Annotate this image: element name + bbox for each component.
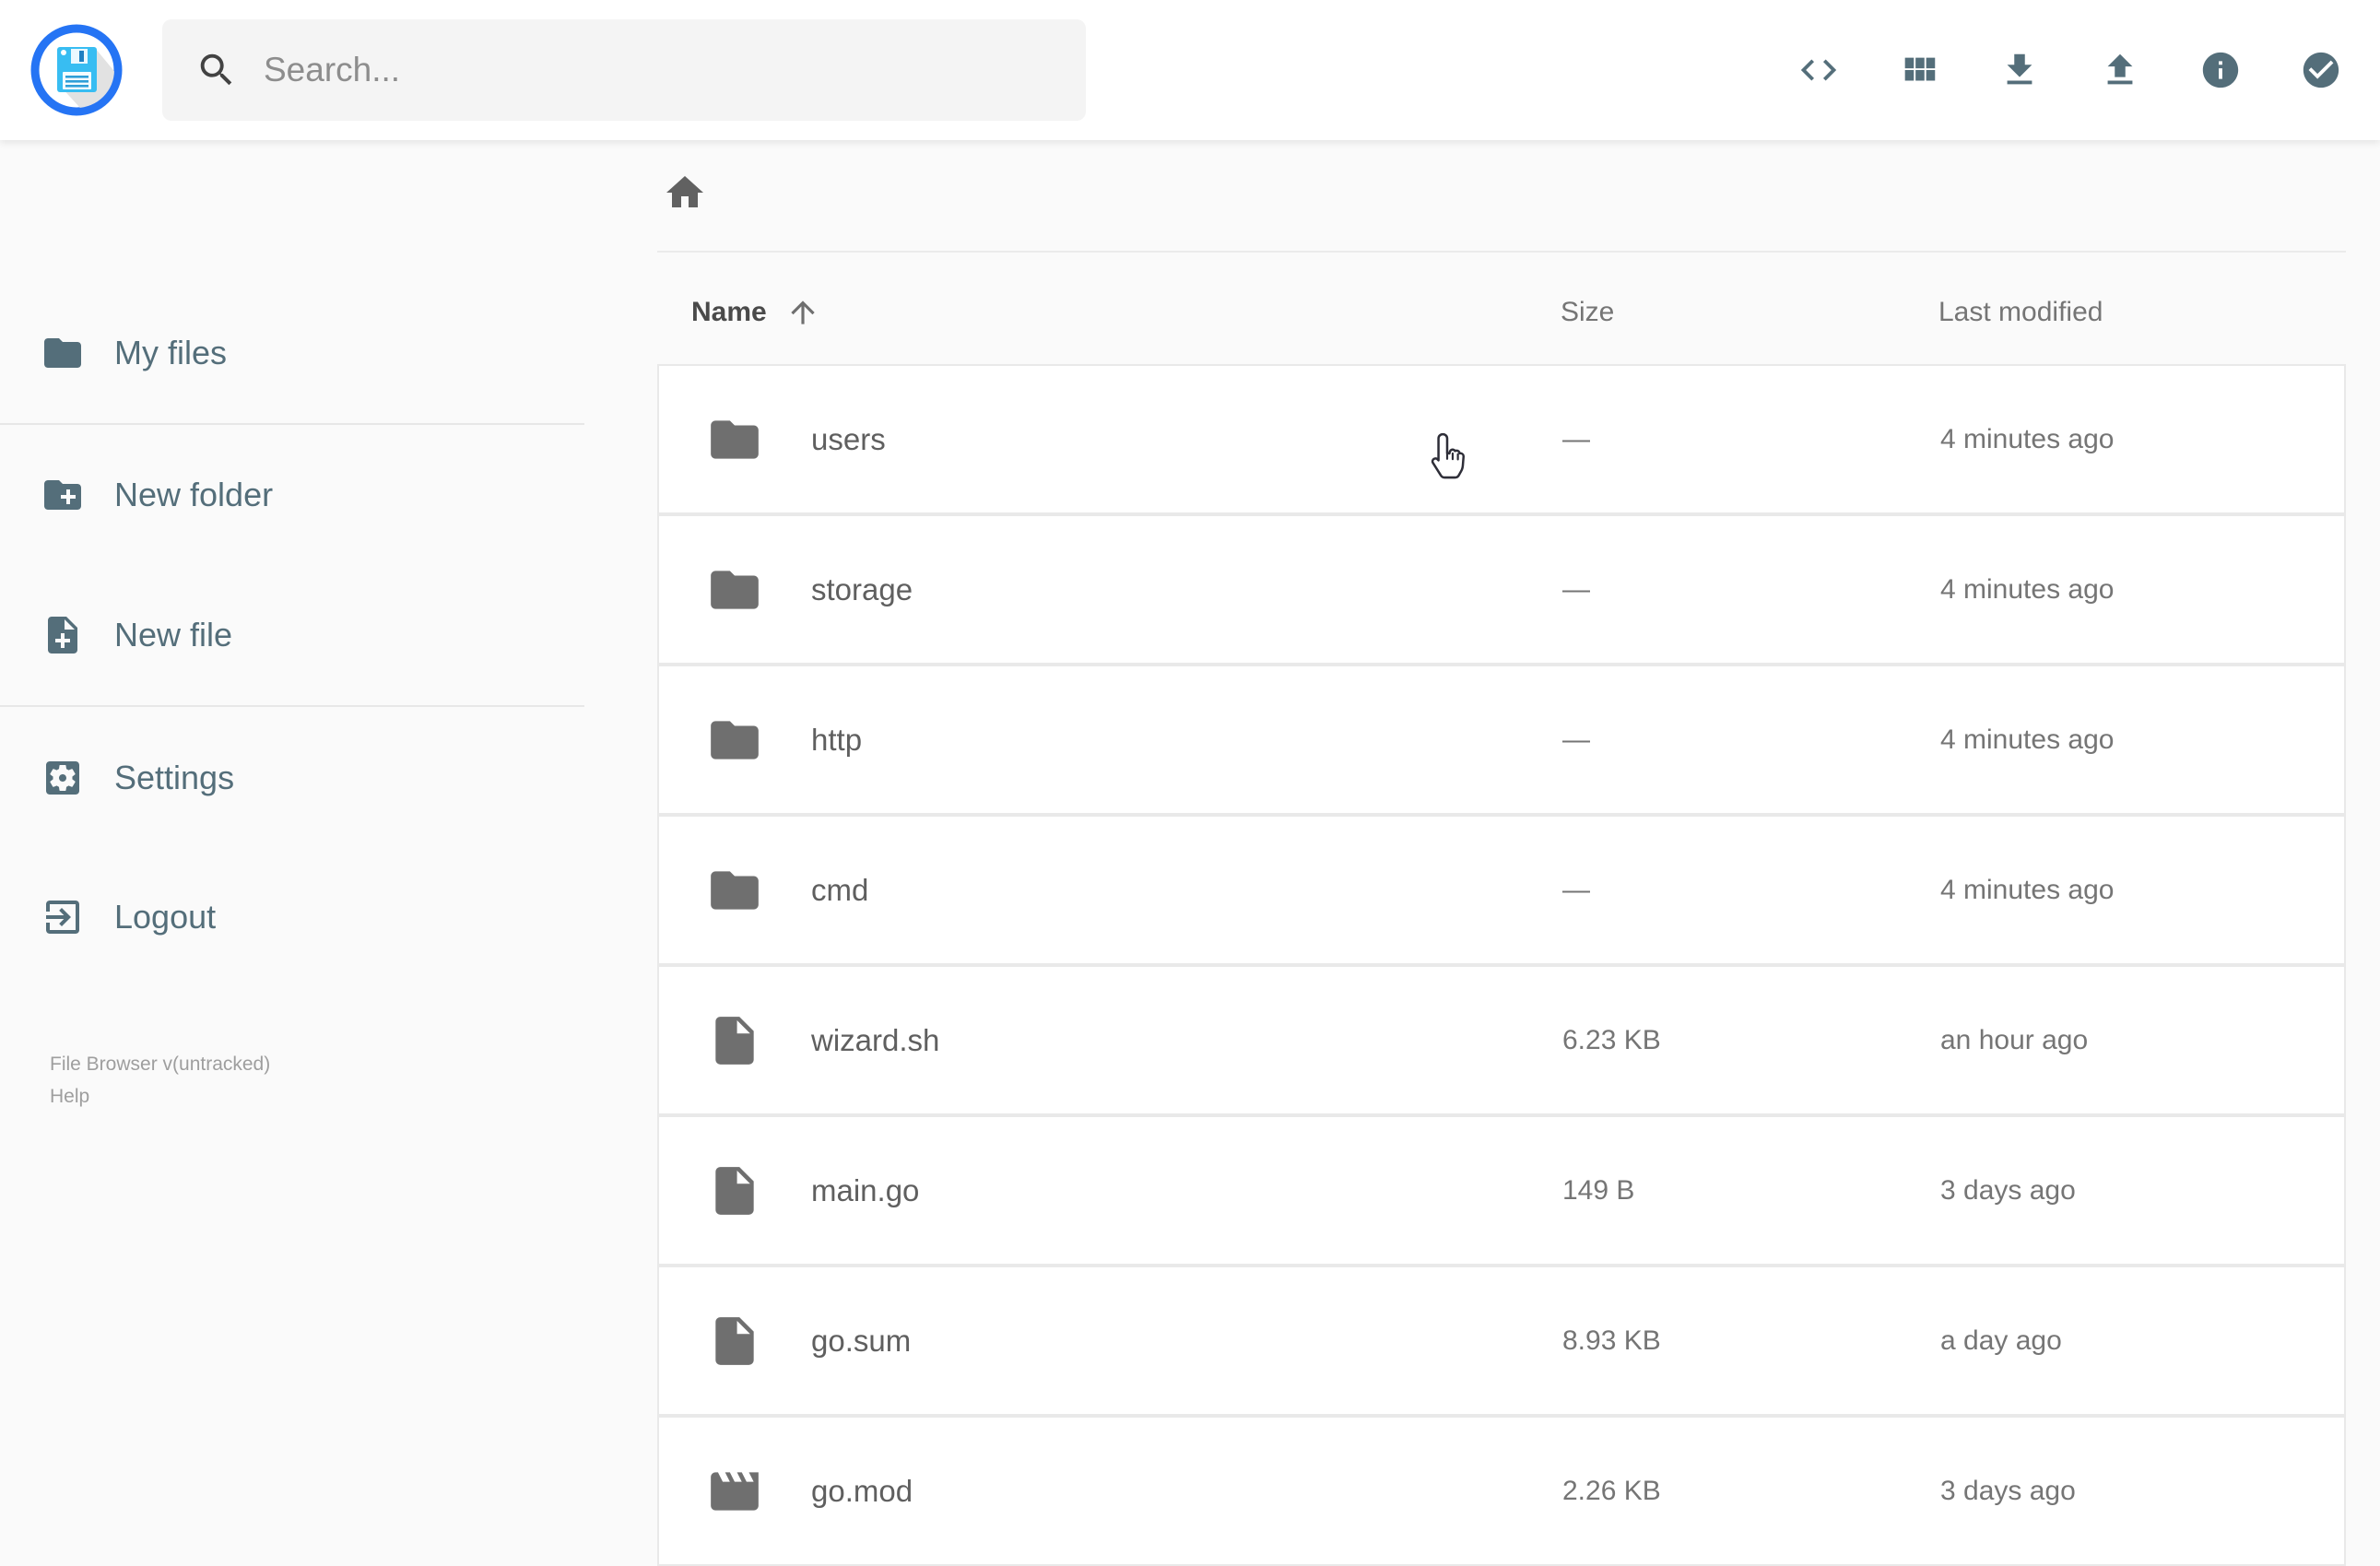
folder-icon [706,561,763,618]
file-name: storage [811,571,913,606]
file-name: main.go [811,1172,920,1207]
top-bar [0,0,2380,140]
folder-icon [706,862,763,919]
table-row-wizard-sh[interactable]: wizard.sh 6.23 KB an hour ago [657,965,2346,1115]
table-row-go-mod[interactable]: go.mod 2.26 KB 3 days ago [657,1416,2346,1566]
file-name: http [811,722,863,757]
file-modified: a day ago [1940,1325,2062,1356]
file-size: — [1562,724,1590,755]
file-name: users [811,421,886,456]
file-modified: 4 minutes ago [1940,423,2115,454]
download-button[interactable] [1998,49,2041,91]
sidebar-item-label: New folder [114,476,274,513]
listing-header: Name Size Last modified [657,291,2346,334]
sidebar-item-logout[interactable]: Logout [0,875,584,960]
file-modified: an hour ago [1940,1024,2089,1055]
file-size: 6.23 KB [1562,1024,1661,1055]
table-row-main-go[interactable]: main.go 149 B 3 days ago [657,1115,2346,1266]
filebrowser-logo[interactable] [30,24,123,116]
floppy-disk-logo-icon [30,24,123,116]
file-size: — [1562,423,1590,454]
info-icon [2199,49,2242,91]
table-row-cmd[interactable]: cmd — 4 minutes ago [657,815,2346,965]
sidebar-item-label: New file [114,616,233,653]
file-modified: 4 minutes ago [1940,724,2115,755]
file-size: — [1562,573,1590,605]
sidebar-item-my-files[interactable]: My files [0,311,584,395]
file-size: — [1562,874,1590,905]
file-modified: 4 minutes ago [1940,573,2115,605]
settings-gear-icon [41,756,85,800]
folder-icon [706,411,763,468]
sidebar: My files New folder New file Settings Lo… [0,140,584,1530]
search-bar[interactable] [162,19,1086,121]
file-name: go.sum [811,1323,912,1358]
logout-icon [41,895,85,939]
search-input[interactable] [264,51,1038,89]
app-version: File Browser v(untracked) [50,1054,271,1075]
select-multiple-button[interactable] [2300,49,2342,91]
sidebar-item-new-file[interactable]: New file [0,593,584,677]
help-link[interactable]: Help [50,1086,90,1107]
switch-view-button[interactable] [1898,49,1940,91]
new-folder-icon [41,473,85,517]
check-circle-icon [2300,49,2342,91]
sidebar-item-label: Logout [114,898,217,936]
file-icon [706,1162,763,1219]
upload-icon [2099,49,2141,91]
sidebar-item-settings[interactable]: Settings [0,736,584,820]
file-name: go.mod [811,1473,913,1508]
sidebar-divider [0,423,584,425]
download-icon [1998,49,2041,91]
breadcrumb-home-button[interactable] [663,171,707,215]
sidebar-divider [0,705,584,707]
header-actions [1797,0,2342,140]
arrow-up-icon [785,295,820,330]
info-button[interactable] [2199,49,2242,91]
sidebar-item-new-folder[interactable]: New folder [0,453,584,537]
sidebar-footer: File Browser v(untracked) Help [50,1048,270,1113]
shell-button[interactable] [1797,49,1840,91]
file-modified: 3 days ago [1940,1475,2076,1506]
listing-rows: users — 4 minutes ago storage — 4 minute… [657,364,2346,1566]
table-row-storage[interactable]: storage — 4 minutes ago [657,514,2346,665]
folder-icon [41,331,85,375]
column-header-name[interactable]: Name [691,295,820,330]
file-size: 149 B [1562,1174,1635,1206]
column-header-modified[interactable]: Last modified [1938,297,2103,327]
breadcrumb-divider [657,251,2346,253]
folder-icon [706,712,763,769]
file-icon [706,1313,763,1370]
sidebar-item-label: My files [114,334,228,371]
column-header-size[interactable]: Size [1561,297,1615,327]
table-row-http[interactable]: http — 4 minutes ago [657,665,2346,815]
grid-view-icon [1898,49,1940,91]
file-name: wizard.sh [811,1022,940,1057]
table-row-go-sum[interactable]: go.sum 8.93 KB a day ago [657,1266,2346,1416]
new-file-icon [41,613,85,657]
file-modified: 3 days ago [1940,1174,2076,1206]
file-name: cmd [811,872,869,907]
movie-icon [706,1463,763,1520]
code-icon [1797,49,1840,91]
file-icon [706,1012,763,1069]
file-modified: 4 minutes ago [1940,874,2115,905]
table-row-users[interactable]: users — 4 minutes ago [657,364,2346,514]
sidebar-item-label: Settings [114,759,235,796]
upload-button[interactable] [2099,49,2141,91]
file-size: 8.93 KB [1562,1325,1661,1356]
file-size: 2.26 KB [1562,1475,1661,1506]
home-icon [663,171,707,215]
search-icon [195,49,238,91]
